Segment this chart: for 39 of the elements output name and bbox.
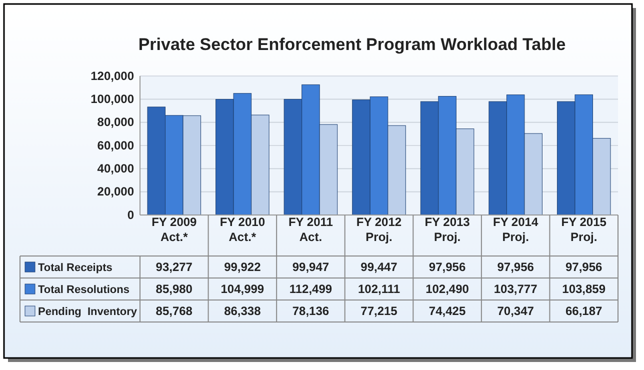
y-tick-label: 100,000 bbox=[90, 92, 134, 106]
data-label: 93,277 bbox=[156, 260, 193, 274]
data-label: 70,347 bbox=[497, 304, 534, 318]
data-label: 66,187 bbox=[566, 304, 603, 318]
data-label: 85,980 bbox=[156, 282, 193, 296]
chart-title: Private Sector Enforcement Program Workload Table bbox=[138, 35, 566, 54]
data-label: 103,777 bbox=[494, 282, 538, 296]
data-label: 86,338 bbox=[224, 304, 262, 318]
data-label: 99,947 bbox=[292, 260, 330, 274]
data-label: 112,499 bbox=[289, 282, 332, 296]
x-tick-label: FY 2014 Proj. bbox=[492, 215, 538, 244]
y-tick-label: 60,000 bbox=[97, 138, 134, 152]
x-tick-label: FY 2015 Proj. bbox=[561, 215, 607, 244]
y-tick-label: 40,000 bbox=[97, 162, 134, 176]
legend-label: Pending Inventory bbox=[38, 306, 138, 318]
x-tick-label: FY 2012 Proj. bbox=[356, 215, 402, 244]
data-label: 103,859 bbox=[562, 282, 606, 296]
data-label: 104,999 bbox=[220, 282, 264, 296]
x-tick-label: FY 2013 Proj. bbox=[424, 215, 470, 244]
data-label: 102,490 bbox=[426, 282, 470, 296]
data-label: 78,136 bbox=[292, 304, 330, 318]
data-label: 74,425 bbox=[428, 304, 466, 318]
legend-label: Total Receipts bbox=[38, 262, 112, 274]
y-tick-label: 20,000 bbox=[97, 184, 134, 199]
y-tick-label: 0 bbox=[127, 208, 134, 222]
data-label: 97,956 bbox=[497, 260, 534, 274]
legend-label: Total Resolutions bbox=[38, 284, 130, 296]
data-label: 97,956 bbox=[566, 260, 603, 274]
data-label: 99,447 bbox=[360, 260, 398, 274]
x-tick-label: FY 2011 Act. bbox=[288, 215, 334, 244]
data-label: 99,922 bbox=[224, 260, 262, 274]
y-tick-label: 80,000 bbox=[97, 115, 134, 130]
data-label: 85,768 bbox=[156, 304, 193, 318]
data-label: 102,111 bbox=[358, 282, 400, 296]
y-tick-label: 120,000 bbox=[90, 68, 134, 83]
data-label: 77,215 bbox=[360, 304, 398, 318]
data-label: 97,956 bbox=[428, 260, 466, 274]
x-tick-label: FY 2010 Act.* bbox=[220, 215, 266, 244]
x-tick-label: FY 2009 Act.* bbox=[152, 215, 198, 244]
